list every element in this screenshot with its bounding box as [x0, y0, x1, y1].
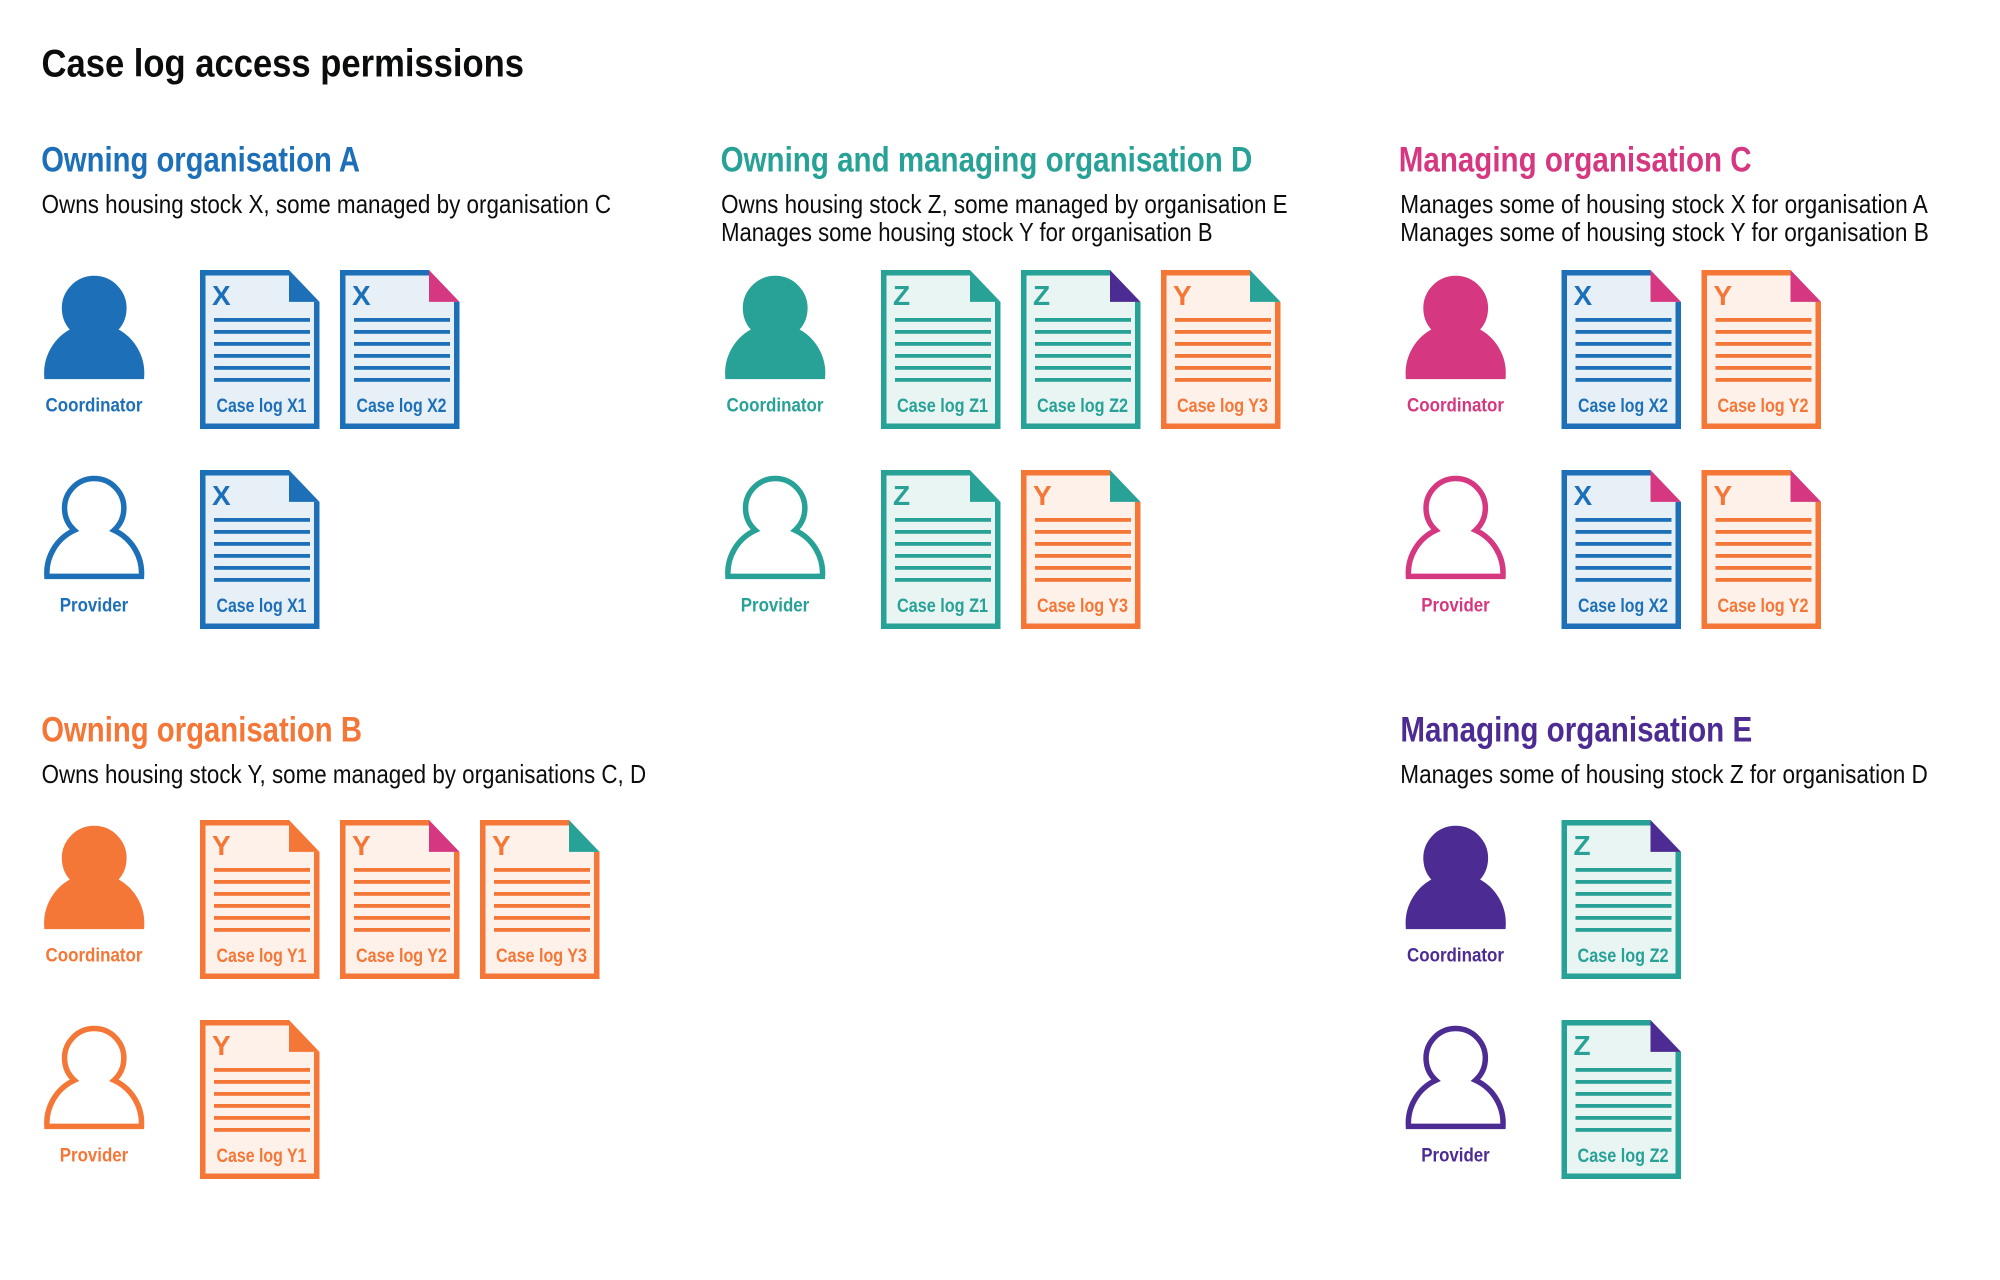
svg-text:Case log X1: Case log X1: [217, 395, 307, 417]
svg-text:Y: Y: [352, 830, 371, 861]
svg-text:Case log access permissions: Case log access permissions: [42, 42, 525, 85]
svg-text:Manages some of housing stock: Manages some of housing stock Z for orga…: [1400, 761, 1928, 789]
svg-text:Owning and managing organisati: Owning and managing organisation D: [721, 140, 1253, 180]
svg-text:Case log Y3: Case log Y3: [496, 945, 587, 967]
svg-text:Provider: Provider: [60, 1144, 129, 1166]
svg-text:Y: Y: [212, 1030, 231, 1061]
svg-text:X: X: [352, 280, 371, 311]
svg-text:Owning organisation B: Owning organisation B: [41, 710, 362, 750]
svg-text:Z: Z: [1574, 830, 1591, 861]
svg-text:Provider: Provider: [741, 594, 810, 616]
svg-text:Owns housing stock X, some man: Owns housing stock X, some managed by or…: [42, 191, 612, 219]
svg-text:Z: Z: [893, 280, 910, 311]
svg-text:Case log X1: Case log X1: [217, 595, 307, 617]
svg-text:Case log Y3: Case log Y3: [1177, 395, 1268, 417]
svg-text:Z: Z: [1033, 280, 1050, 311]
svg-text:Owns housing stock Z, some man: Owns housing stock Z, some managed by or…: [721, 191, 1288, 219]
svg-text:Coordinator: Coordinator: [727, 394, 824, 416]
svg-text:Coordinator: Coordinator: [1407, 394, 1504, 416]
svg-text:Case log Z2: Case log Z2: [1578, 945, 1669, 967]
svg-text:Case log Y1: Case log Y1: [217, 1145, 307, 1167]
svg-text:Case log X2: Case log X2: [1578, 395, 1668, 417]
svg-text:Manages some housing stock Y f: Manages some housing stock Y for organis…: [721, 219, 1213, 247]
svg-text:X: X: [212, 480, 231, 511]
svg-text:Case log Z2: Case log Z2: [1578, 1145, 1669, 1167]
svg-text:Case log Y2: Case log Y2: [356, 945, 447, 967]
svg-text:Provider: Provider: [60, 594, 129, 616]
svg-text:X: X: [1574, 280, 1593, 311]
svg-text:Owning organisation A: Owning organisation A: [41, 140, 360, 180]
svg-text:Case log X2: Case log X2: [1578, 595, 1668, 617]
svg-text:Y: Y: [1173, 280, 1192, 311]
svg-text:Y: Y: [1714, 480, 1733, 511]
svg-text:Case log Y2: Case log Y2: [1718, 395, 1809, 417]
svg-text:Coordinator: Coordinator: [46, 394, 143, 416]
svg-text:Managing organisation E: Managing organisation E: [1400, 710, 1752, 750]
svg-text:Case log Z1: Case log Z1: [897, 395, 988, 417]
svg-text:Z: Z: [893, 480, 910, 511]
svg-text:Y: Y: [1033, 480, 1052, 511]
svg-text:Z: Z: [1574, 1030, 1591, 1061]
svg-text:Case log Y1: Case log Y1: [217, 945, 307, 967]
svg-text:Y: Y: [492, 830, 511, 861]
svg-text:X: X: [212, 280, 231, 311]
svg-text:X: X: [1574, 480, 1593, 511]
svg-text:Case log Y3: Case log Y3: [1037, 595, 1128, 617]
svg-text:Y: Y: [1714, 280, 1733, 311]
svg-text:Manages some of housing stock: Manages some of housing stock X for orga…: [1400, 191, 1928, 219]
svg-text:Owns housing stock Y, some man: Owns housing stock Y, some managed by or…: [42, 761, 647, 789]
svg-text:Provider: Provider: [1421, 594, 1490, 616]
svg-text:Provider: Provider: [1421, 1144, 1490, 1166]
svg-text:Coordinator: Coordinator: [46, 944, 143, 966]
svg-text:Case log Y2: Case log Y2: [1718, 595, 1809, 617]
svg-text:Case log Z2: Case log Z2: [1037, 395, 1128, 417]
svg-text:Y: Y: [212, 830, 231, 861]
svg-text:Managing organisation C: Managing organisation C: [1399, 140, 1752, 180]
svg-text:Case log X2: Case log X2: [357, 395, 447, 417]
svg-text:Case log Z1: Case log Z1: [897, 595, 988, 617]
svg-text:Coordinator: Coordinator: [1407, 944, 1504, 966]
svg-text:Manages some of housing stock: Manages some of housing stock Y for orga…: [1400, 219, 1929, 247]
